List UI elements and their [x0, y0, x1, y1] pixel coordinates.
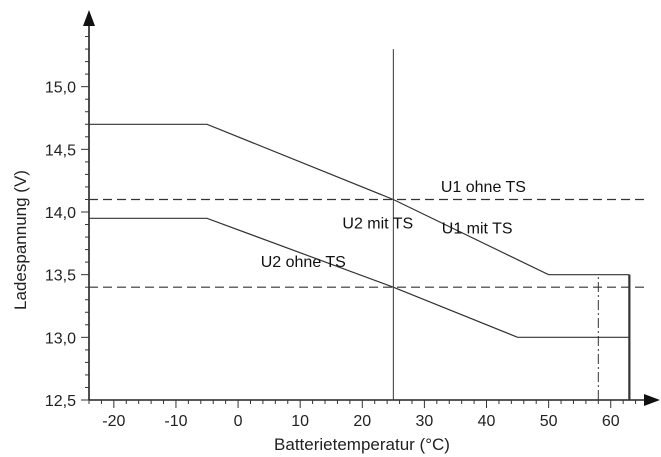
series-annotation: U2 ohne TS [261, 254, 346, 271]
series-line-u2-mit-ts [89, 217, 630, 338]
x-axis-title: Batterietemperatur (°C) [274, 435, 450, 454]
y-tick-label: 14,5 [45, 142, 76, 159]
x-tick-label: -20 [102, 413, 125, 430]
series-line-u1-mit-ts [89, 123, 630, 276]
x-tick-label: 40 [478, 413, 496, 430]
y-axis-title: Ladespannung (V) [11, 170, 30, 310]
y-tick-label: 13,5 [45, 268, 76, 285]
series-annotation: U1 mit TS [442, 220, 513, 237]
y-tick-label: 13,0 [45, 330, 76, 347]
x-tick-label: 20 [353, 413, 371, 430]
y-tick-label: 14,0 [45, 205, 76, 222]
y-tick-label: 12,5 [45, 393, 76, 410]
y-axis-arrow [83, 10, 95, 26]
x-tick-label: 30 [416, 413, 434, 430]
x-axis-arrow [644, 394, 660, 406]
chart-marks: -20 -10 0 10 20 30 40 50 60 12,5 13,0 13,5 14,0 14,5 1… [45, 10, 660, 430]
x-tick-label: 60 [602, 413, 620, 430]
y-tick-label: 15,0 [45, 80, 76, 97]
x-tick-label: -10 [164, 413, 187, 430]
series-annotation: U2 mit TS [342, 215, 413, 232]
x-tick-label: 50 [540, 413, 558, 430]
x-tick-label: 0 [234, 413, 243, 430]
x-tick-label: 10 [291, 413, 309, 430]
series-annotation: U1 ohne TS [441, 179, 526, 196]
